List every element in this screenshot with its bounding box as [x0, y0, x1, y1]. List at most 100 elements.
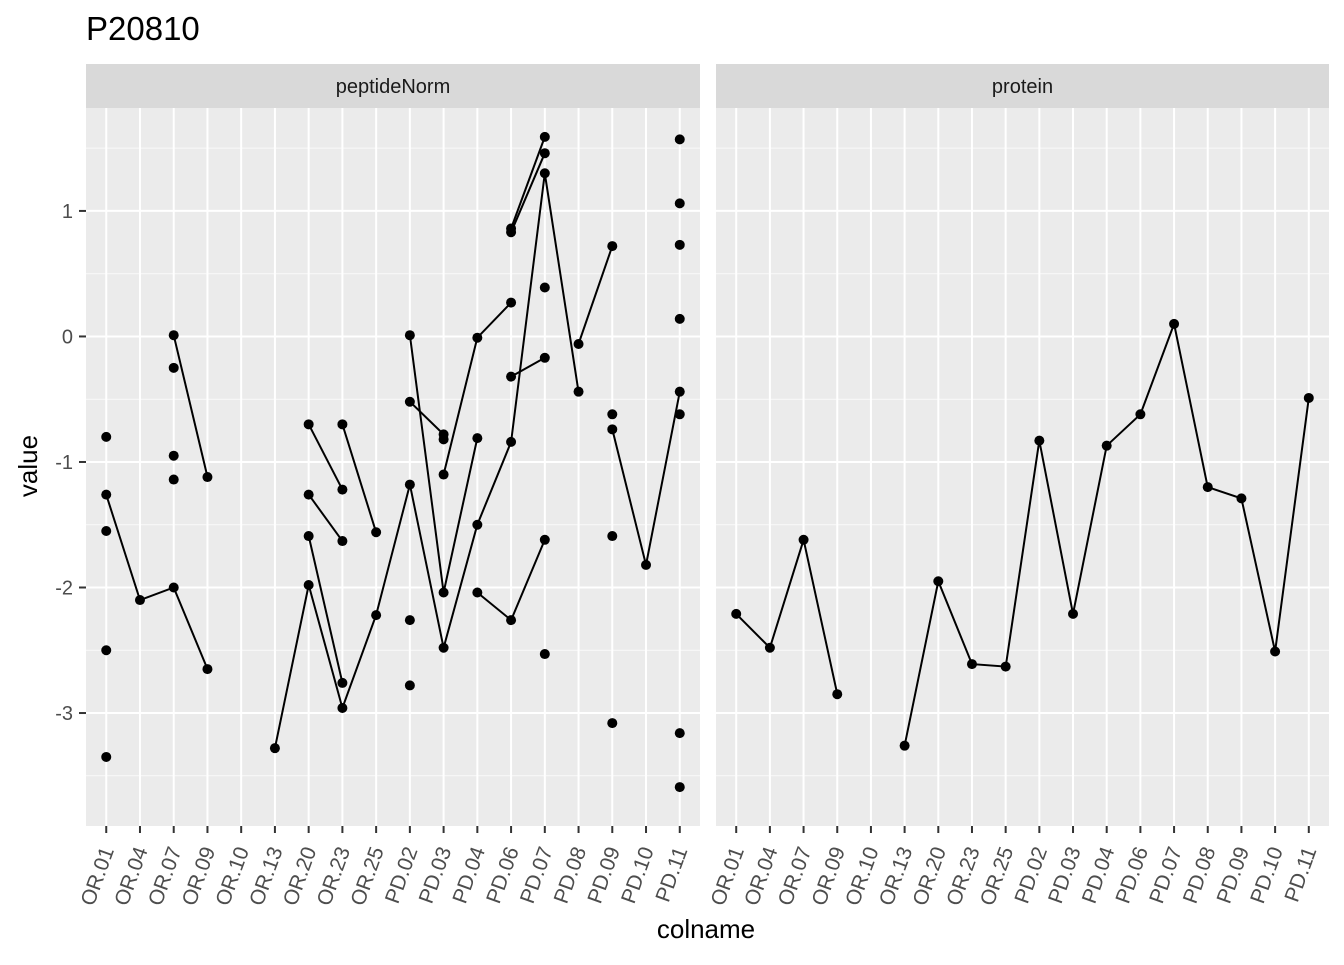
data-point [539, 282, 550, 293]
series-line [341, 424, 378, 533]
data-point [607, 718, 618, 729]
facet-strip-label: protein [992, 76, 1053, 98]
data-point [1135, 409, 1146, 420]
data-point [371, 527, 382, 538]
data-point [641, 559, 652, 570]
series-line [172, 334, 209, 478]
data-point [337, 419, 348, 430]
data-point [303, 531, 314, 542]
x-axis-title: colname [657, 914, 755, 944]
data-point [674, 313, 685, 324]
facet-panels: peptideNormOR.01OR.04OR.07OR.09OR.10OR.1… [77, 64, 1329, 909]
data-point [303, 579, 314, 590]
series-line [307, 494, 344, 542]
data-point [438, 434, 449, 445]
data-point [303, 489, 314, 500]
data-point [1169, 318, 1180, 329]
data-point [731, 608, 742, 619]
data-point [337, 703, 348, 714]
series-line [735, 535, 839, 695]
data-point [1101, 440, 1112, 451]
data-point [168, 330, 179, 341]
data-point [101, 526, 112, 537]
data-point [168, 362, 179, 373]
data-point [607, 409, 618, 420]
data-point [506, 436, 517, 447]
data-point [438, 587, 449, 598]
data-point [1000, 661, 1011, 672]
panel-protein: proteinOR.01OR.04OR.07OR.09OR.10OR.13OR.… [707, 64, 1329, 909]
chart-title: P20810 [86, 10, 200, 47]
series-line [105, 494, 209, 670]
data-point [899, 740, 910, 751]
data-point [438, 469, 449, 480]
panel-peptidenorm: peptideNormOR.01OR.04OR.07OR.09OR.10OR.1… [77, 64, 700, 909]
data-point [1068, 608, 1079, 619]
data-point [101, 431, 112, 442]
data-point [539, 148, 550, 159]
data-point [674, 728, 685, 739]
data-point [168, 450, 179, 461]
y-tick-label: -3 [55, 703, 73, 725]
series-line [273, 173, 580, 749]
data-point [404, 479, 415, 490]
y-tick-label: 1 [62, 201, 73, 223]
data-point [337, 484, 348, 495]
series-line [307, 423, 344, 491]
facet-strip [716, 64, 1329, 108]
data-point [573, 338, 584, 349]
data-point [674, 198, 685, 209]
data-point [798, 534, 809, 545]
data-point [573, 386, 584, 397]
data-point [269, 743, 280, 754]
y-tick-label: -2 [55, 578, 73, 600]
data-point [607, 531, 618, 542]
data-point [674, 134, 685, 145]
data-point [472, 433, 483, 444]
data-point [404, 615, 415, 626]
series-line [409, 400, 445, 436]
data-point [1202, 482, 1213, 493]
data-point [674, 409, 685, 420]
data-point [202, 472, 213, 483]
data-point [337, 677, 348, 688]
y-axis-title: value [13, 435, 43, 497]
series-line [307, 535, 344, 684]
y-tick-label: -1 [55, 452, 73, 474]
data-point [404, 330, 415, 341]
data-point [832, 689, 843, 700]
data-point [134, 595, 145, 606]
series-line [577, 245, 614, 345]
y-axis: 1 0 -1 -2 -3 [55, 201, 86, 725]
data-point [607, 241, 618, 252]
data-point [438, 642, 449, 653]
data-point [966, 659, 977, 670]
data-point [168, 474, 179, 485]
data-point [202, 664, 213, 675]
data-point [506, 227, 517, 238]
panel-background [716, 108, 1329, 826]
data-point [371, 610, 382, 621]
data-point [539, 168, 550, 179]
series-line [510, 356, 546, 378]
data-point [101, 645, 112, 656]
facet-strip [86, 64, 700, 108]
data-point [168, 582, 179, 593]
data-point [1236, 493, 1247, 504]
data-point [539, 649, 550, 660]
data-point [674, 239, 685, 250]
data-point [506, 297, 517, 308]
y-tick-label: 0 [62, 326, 73, 348]
data-point [472, 587, 483, 598]
data-point [404, 680, 415, 691]
data-point [539, 131, 550, 142]
data-point [1270, 646, 1281, 657]
data-point [101, 489, 112, 500]
panel-background [86, 108, 700, 826]
data-point [1034, 435, 1045, 446]
data-point [674, 386, 685, 397]
series-line [510, 136, 546, 229]
data-point [337, 536, 348, 547]
